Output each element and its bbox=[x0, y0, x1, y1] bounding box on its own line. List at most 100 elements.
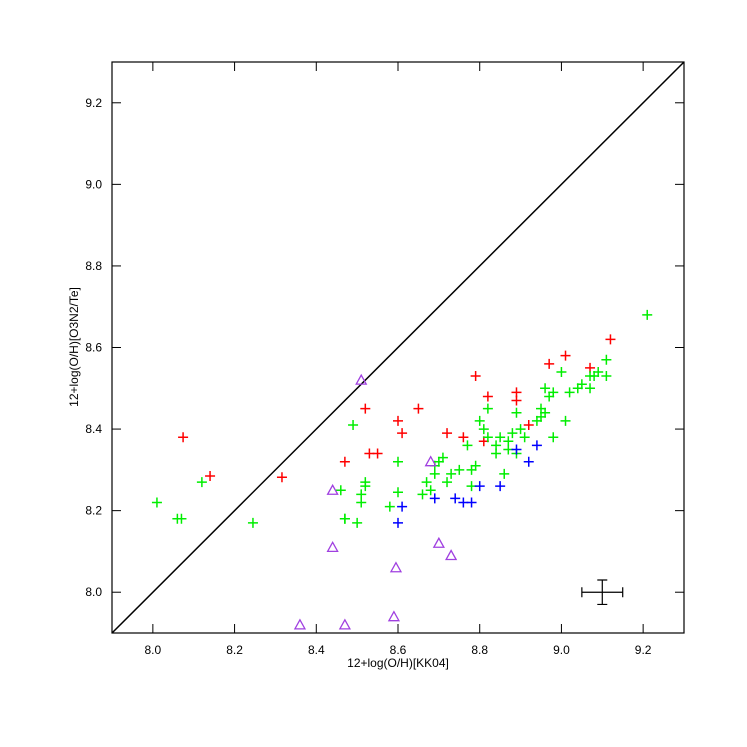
point bbox=[593, 366, 604, 377]
y-axis-label: 12+log(O/H)[O3N2/Te] bbox=[67, 287, 81, 407]
y-tick-label: 9.2 bbox=[85, 96, 102, 110]
one-to-one-line bbox=[111, 61, 685, 634]
point bbox=[205, 470, 216, 481]
point bbox=[585, 383, 596, 394]
point bbox=[482, 391, 493, 402]
y-tick-label: 8.8 bbox=[85, 259, 102, 273]
point bbox=[387, 610, 401, 622]
point bbox=[326, 541, 339, 552]
x-tick-label: 8.0 bbox=[145, 643, 162, 657]
point bbox=[276, 472, 287, 483]
point bbox=[442, 477, 453, 488]
point bbox=[335, 485, 346, 496]
point bbox=[384, 501, 395, 512]
point bbox=[355, 373, 368, 385]
point bbox=[442, 428, 453, 439]
point bbox=[540, 407, 551, 418]
point bbox=[338, 618, 351, 630]
point bbox=[482, 432, 493, 443]
y-tick-label: 8.2 bbox=[85, 504, 102, 518]
point bbox=[446, 468, 457, 479]
point bbox=[548, 432, 559, 443]
point bbox=[544, 358, 555, 369]
point bbox=[178, 432, 189, 443]
point bbox=[393, 456, 403, 467]
point bbox=[515, 424, 526, 435]
y-tick-label: 9.0 bbox=[85, 177, 102, 191]
point bbox=[642, 309, 653, 320]
point bbox=[247, 517, 258, 528]
point bbox=[397, 501, 408, 512]
point bbox=[507, 428, 518, 439]
point bbox=[424, 455, 437, 467]
point bbox=[454, 464, 465, 475]
point bbox=[540, 383, 551, 394]
point bbox=[393, 415, 403, 426]
point bbox=[499, 468, 510, 479]
point bbox=[389, 561, 403, 573]
error-bar-y bbox=[597, 579, 608, 606]
point bbox=[151, 497, 162, 508]
point bbox=[293, 618, 307, 630]
point bbox=[470, 460, 481, 471]
point bbox=[511, 387, 522, 398]
point bbox=[413, 403, 424, 414]
point bbox=[425, 485, 436, 496]
point bbox=[326, 483, 339, 495]
point bbox=[495, 481, 506, 492]
point bbox=[397, 428, 408, 439]
point bbox=[495, 432, 506, 443]
point bbox=[474, 415, 485, 426]
x-tick-label: 8.2 bbox=[226, 643, 243, 657]
point bbox=[560, 350, 571, 361]
point bbox=[601, 354, 612, 365]
point bbox=[474, 481, 485, 492]
x-tick-label: 8.6 bbox=[390, 643, 407, 657]
point bbox=[523, 419, 534, 430]
point bbox=[421, 477, 432, 488]
point bbox=[548, 387, 559, 398]
point bbox=[523, 456, 534, 467]
point bbox=[445, 549, 458, 561]
point bbox=[560, 415, 571, 426]
point bbox=[393, 487, 403, 498]
point bbox=[176, 513, 187, 524]
point bbox=[491, 440, 502, 451]
point bbox=[511, 407, 522, 418]
point bbox=[432, 536, 445, 548]
x-tick-label: 8.4 bbox=[308, 643, 325, 657]
point bbox=[601, 371, 612, 382]
point bbox=[393, 517, 403, 528]
point bbox=[372, 448, 383, 459]
point bbox=[478, 424, 489, 435]
point bbox=[511, 444, 522, 455]
point bbox=[482, 403, 493, 414]
point bbox=[466, 497, 477, 508]
point bbox=[564, 387, 575, 398]
point bbox=[417, 489, 428, 500]
point bbox=[339, 513, 350, 524]
point bbox=[462, 440, 473, 451]
point bbox=[352, 517, 363, 528]
point bbox=[458, 432, 469, 443]
point bbox=[360, 481, 371, 492]
y-tick-label: 8.4 bbox=[85, 422, 102, 436]
point bbox=[429, 493, 440, 504]
x-axis-label: 12+log(O/H)[KK04] bbox=[347, 656, 449, 670]
point bbox=[503, 436, 514, 447]
x-tick-label: 8.8 bbox=[471, 643, 488, 657]
x-tick-label: 9.0 bbox=[553, 643, 570, 657]
x-tick-label: 9.2 bbox=[635, 643, 652, 657]
point bbox=[576, 379, 587, 390]
point bbox=[356, 497, 367, 508]
point bbox=[450, 493, 461, 504]
y-tick-label: 8.6 bbox=[85, 341, 102, 355]
point bbox=[470, 371, 481, 382]
y-tick-label: 8.0 bbox=[85, 585, 102, 599]
point bbox=[531, 440, 542, 451]
point bbox=[605, 334, 616, 345]
point bbox=[348, 419, 359, 430]
point bbox=[339, 456, 350, 467]
point bbox=[437, 452, 448, 463]
